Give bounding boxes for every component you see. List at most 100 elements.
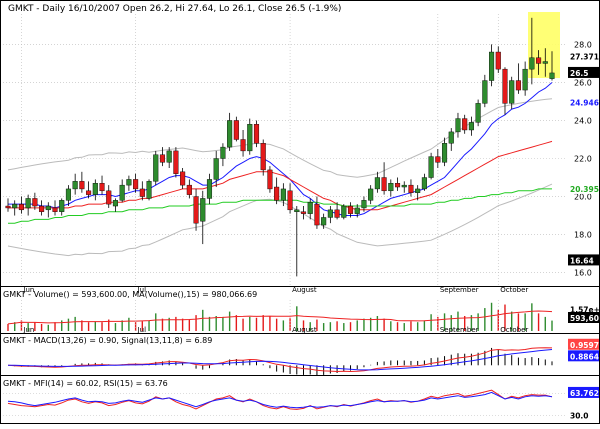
candle-body bbox=[509, 80, 515, 104]
candle-body bbox=[267, 169, 273, 190]
candle-body bbox=[428, 156, 434, 178]
value-label-background bbox=[568, 386, 599, 398]
month-label: Jun bbox=[22, 286, 34, 294]
price-tick-label: 26.0 bbox=[574, 78, 592, 87]
volume-title: GMKT - Volume() = 593,600.00, MA(Volume(… bbox=[3, 290, 257, 299]
ma-long-line bbox=[8, 188, 552, 224]
candle-body bbox=[341, 205, 347, 218]
volume-month-label: Jun bbox=[22, 326, 34, 334]
candle-body bbox=[536, 57, 542, 64]
candle-body bbox=[482, 80, 488, 104]
candle-body bbox=[415, 188, 421, 193]
chart-header: GMKT - Daily 16/10/2007 Open 26.2, Hi 27… bbox=[8, 4, 341, 14]
volume-ma-line bbox=[7, 310, 553, 325]
candle-body bbox=[72, 181, 78, 190]
candle-body bbox=[220, 146, 226, 159]
value-label-background bbox=[568, 66, 599, 78]
price-tick-label: 28.0 bbox=[574, 40, 592, 49]
candle-body bbox=[25, 198, 31, 209]
candle-body bbox=[52, 207, 58, 212]
candle-body bbox=[233, 120, 239, 140]
volume-month-label: August bbox=[292, 326, 317, 334]
candle-body bbox=[260, 143, 266, 171]
month-label: August bbox=[292, 286, 317, 294]
value-label-background bbox=[568, 409, 599, 421]
value-label: 24.9468 bbox=[570, 98, 600, 107]
price-tick-label: 24.0 bbox=[574, 116, 592, 125]
candle-body bbox=[381, 177, 387, 192]
candle-body bbox=[522, 68, 528, 91]
candle-body bbox=[206, 179, 213, 199]
candle-body bbox=[146, 181, 152, 199]
upper-envelope-line bbox=[7, 98, 553, 178]
candle-body bbox=[347, 205, 354, 214]
ma-mid-line bbox=[8, 140, 553, 211]
candle-body bbox=[159, 154, 166, 163]
candle-body bbox=[86, 190, 92, 195]
candle-body bbox=[435, 156, 441, 163]
price-tick-label: 20.0 bbox=[574, 193, 592, 202]
candle-body bbox=[300, 211, 307, 214]
value-label: 63.7621 bbox=[570, 389, 600, 398]
candle-body bbox=[455, 118, 461, 133]
candle-body bbox=[59, 200, 65, 212]
ma-short-line bbox=[8, 82, 553, 216]
rsi-line bbox=[7, 391, 553, 409]
candle-body bbox=[99, 183, 105, 192]
candle-body bbox=[327, 209, 333, 218]
candle-body bbox=[388, 183, 394, 192]
candle-body bbox=[495, 51, 501, 70]
candle-body bbox=[334, 209, 340, 218]
mfi-line bbox=[7, 389, 553, 410]
candle-body bbox=[421, 177, 427, 190]
candle-body bbox=[361, 200, 367, 209]
candle-body bbox=[65, 188, 71, 201]
candle-body bbox=[153, 154, 159, 182]
candle-body bbox=[354, 207, 360, 214]
candle-body bbox=[18, 203, 24, 211]
candle-body bbox=[186, 184, 192, 195]
candle-body bbox=[112, 200, 119, 207]
mfi-rsi-lines bbox=[0, 389, 567, 416]
volume-month-label: Jul bbox=[137, 326, 147, 334]
candle-body bbox=[106, 190, 112, 205]
candle-body bbox=[274, 186, 280, 201]
value-label-background bbox=[568, 338, 599, 350]
candle-body bbox=[280, 188, 286, 201]
value-label: 1.57e+06 bbox=[570, 305, 600, 314]
value-label-background bbox=[568, 312, 599, 323]
lower-envelope-line bbox=[7, 183, 553, 257]
candle-body bbox=[247, 124, 253, 152]
macd-title: GMKT - MACD(13,26) = 0.90, Signal(13,11,… bbox=[3, 336, 212, 345]
mfi-title: GMKT - MFI(14) = 60.02, RSI(15) = 63.76 bbox=[3, 379, 168, 388]
volume-ma-line bbox=[7, 310, 553, 325]
candle-body bbox=[119, 184, 125, 201]
month-label: September bbox=[440, 286, 479, 294]
candle-body bbox=[314, 203, 320, 226]
candle-body bbox=[374, 177, 380, 190]
candle-body bbox=[5, 205, 11, 209]
candle-body bbox=[368, 188, 374, 201]
candle-body bbox=[227, 120, 233, 148]
signal-line bbox=[8, 349, 553, 371]
value-label: 26.5 bbox=[570, 69, 589, 78]
candle-body bbox=[294, 209, 300, 212]
candle-body bbox=[462, 118, 468, 131]
candle-body bbox=[394, 183, 401, 188]
month-labels: Jun Jul August September October bbox=[22, 286, 528, 294]
price-tick-label: 18.0 bbox=[574, 231, 592, 240]
candle-body bbox=[489, 51, 495, 81]
value-label: 16.64 bbox=[570, 256, 594, 265]
mfi-right-labels: 63.7621 30.0 bbox=[568, 386, 600, 421]
volume-month-label: October bbox=[500, 326, 528, 334]
value-label: 20.3956 bbox=[570, 185, 600, 194]
value-label-background bbox=[568, 350, 599, 362]
month-label: Jul bbox=[137, 286, 147, 294]
candle-body bbox=[529, 57, 535, 70]
value-label: 0.959742 bbox=[570, 341, 600, 350]
candle-body bbox=[45, 205, 51, 211]
